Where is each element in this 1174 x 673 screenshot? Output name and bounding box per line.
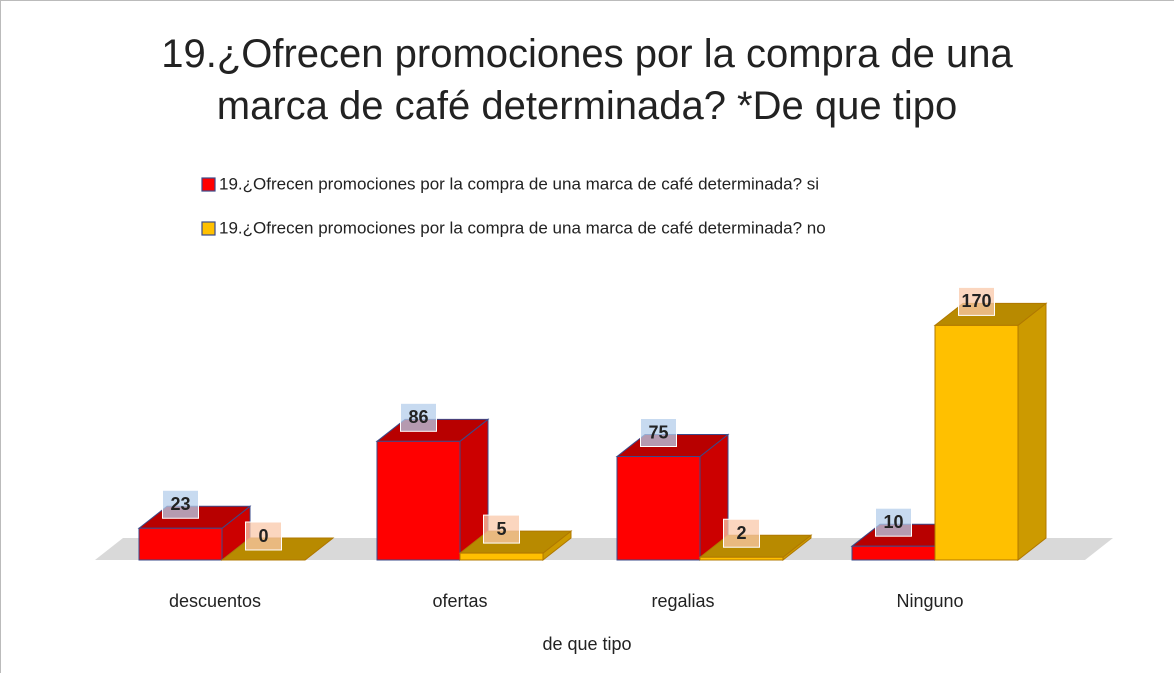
data-label: 10 bbox=[883, 512, 903, 532]
bar-front bbox=[459, 552, 544, 561]
bar bbox=[375, 418, 490, 562]
data-label: 75 bbox=[648, 422, 668, 442]
data-label-box bbox=[640, 418, 677, 447]
data-label-box bbox=[162, 489, 199, 519]
chart-title: 19.¿Ofrecen promociones por la compra de… bbox=[161, 32, 1013, 128]
x-axis-title: de que tipo bbox=[542, 634, 631, 654]
data-label: 170 bbox=[961, 291, 991, 311]
data-label: 86 bbox=[408, 407, 428, 427]
data-label: 0 bbox=[258, 526, 268, 546]
bar bbox=[933, 302, 1048, 562]
bar-front bbox=[376, 440, 461, 561]
legend-label: 19.¿Ofrecen promociones por la compra de… bbox=[219, 174, 819, 193]
bar-front bbox=[616, 456, 701, 561]
data-label-box bbox=[723, 518, 760, 548]
x-tick-label: regalias bbox=[651, 591, 714, 611]
bar-front bbox=[699, 556, 784, 561]
data-label-box bbox=[958, 286, 995, 316]
bar bbox=[615, 433, 730, 562]
data-label: 5 bbox=[496, 519, 506, 539]
data-label-box bbox=[400, 402, 437, 432]
bar bbox=[137, 505, 252, 562]
data-label: 2 bbox=[736, 523, 746, 543]
legend-label: 19.¿Ofrecen promociones por la compra de… bbox=[219, 218, 826, 237]
data-label-box bbox=[245, 521, 282, 551]
legend-swatch bbox=[201, 177, 216, 192]
data-label-box bbox=[483, 514, 520, 544]
bar-front bbox=[138, 527, 223, 561]
x-tick-label: ofertas bbox=[432, 591, 487, 611]
legend-swatch bbox=[201, 221, 216, 236]
bar-front bbox=[934, 324, 1019, 561]
data-label: 23 bbox=[170, 494, 190, 514]
bar-front bbox=[851, 545, 936, 561]
x-tick-label: Ninguno bbox=[896, 591, 963, 611]
x-tick-label: descuentos bbox=[169, 591, 261, 611]
data-label-box bbox=[875, 507, 912, 537]
title-box: 19.¿Ofrecen promociones por la compra de… bbox=[0, 28, 1174, 132]
bar-side bbox=[1017, 302, 1047, 562]
